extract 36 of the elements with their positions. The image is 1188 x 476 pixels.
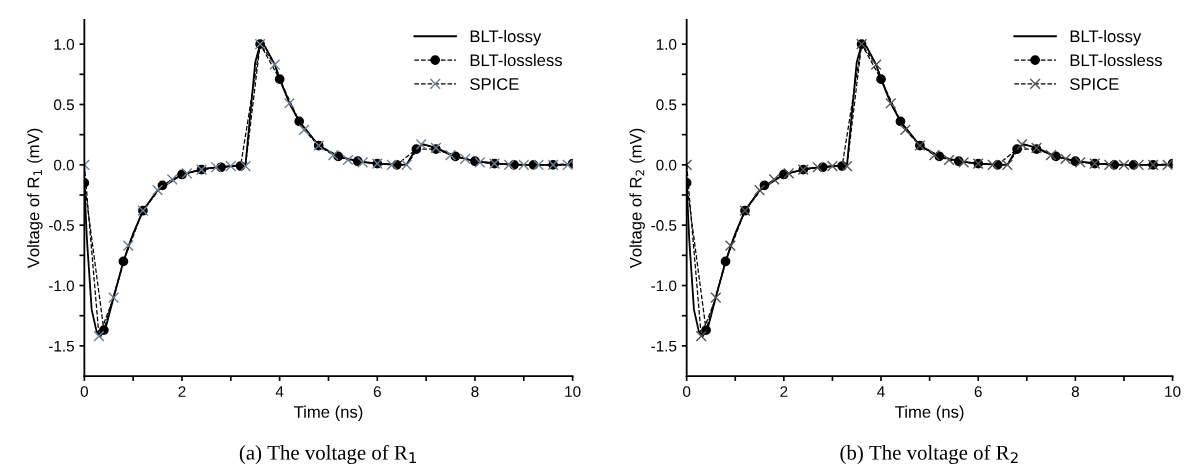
y-tick-label: -1.5 xyxy=(651,340,677,352)
x-axis-title: Time (ns) xyxy=(895,405,964,422)
y-tick-label: 0.5 xyxy=(53,99,74,111)
text: (b) The voltage of R$_{2}$ xyxy=(840,444,1018,465)
legend-label: BLT-lossless xyxy=(1070,53,1162,67)
x-tick-label: 4 xyxy=(877,386,885,397)
x-tick-label: 4 xyxy=(275,386,284,397)
x-tick-label: 6 xyxy=(373,386,381,397)
y-tick-label: 0.0 xyxy=(53,159,75,171)
y-tick-label: -1.5 xyxy=(48,340,74,352)
y-tick-label: 1.0 xyxy=(54,39,75,50)
x-tick-label: 0 xyxy=(683,386,691,397)
x-tick-label: 2 xyxy=(178,386,186,397)
y-tick-label: -1.0 xyxy=(651,280,677,292)
y-tick-label: 0.0 xyxy=(656,159,677,171)
x-tick-label: 0 xyxy=(80,386,88,397)
x-tick-label: 8 xyxy=(471,386,479,397)
y-tick-label: -1.0 xyxy=(48,280,75,292)
legend-label: SPICE xyxy=(1070,78,1119,90)
x-tick-label: 2 xyxy=(780,386,788,397)
y-axis-title: Voltage of R$_{2}$ (mV) xyxy=(629,128,645,269)
y-tick-label: -0.5 xyxy=(48,220,74,231)
x-tick-label: 10 xyxy=(1165,386,1181,397)
x-axis-title: Time (ns) xyxy=(293,405,363,422)
legend-label: SPICE xyxy=(470,78,519,90)
legend-label: BLT-lossy xyxy=(470,29,542,46)
y-tick-label: -0.5 xyxy=(651,220,677,231)
legend-label: BLT-lossless xyxy=(470,53,563,67)
legend-label: BLT-lossy xyxy=(1070,29,1142,46)
x-tick-label: 6 xyxy=(974,386,982,397)
text: (a) The voltage of R$_{1}$ xyxy=(239,444,416,465)
x-tick-label: 10 xyxy=(565,386,581,397)
y-axis-title: Voltage of R$_{1}$ (mV) xyxy=(27,128,43,269)
x-tick-label: 8 xyxy=(1071,386,1079,397)
y-tick-label: 0.5 xyxy=(656,99,677,111)
y-tick-label: 1.0 xyxy=(656,39,677,50)
